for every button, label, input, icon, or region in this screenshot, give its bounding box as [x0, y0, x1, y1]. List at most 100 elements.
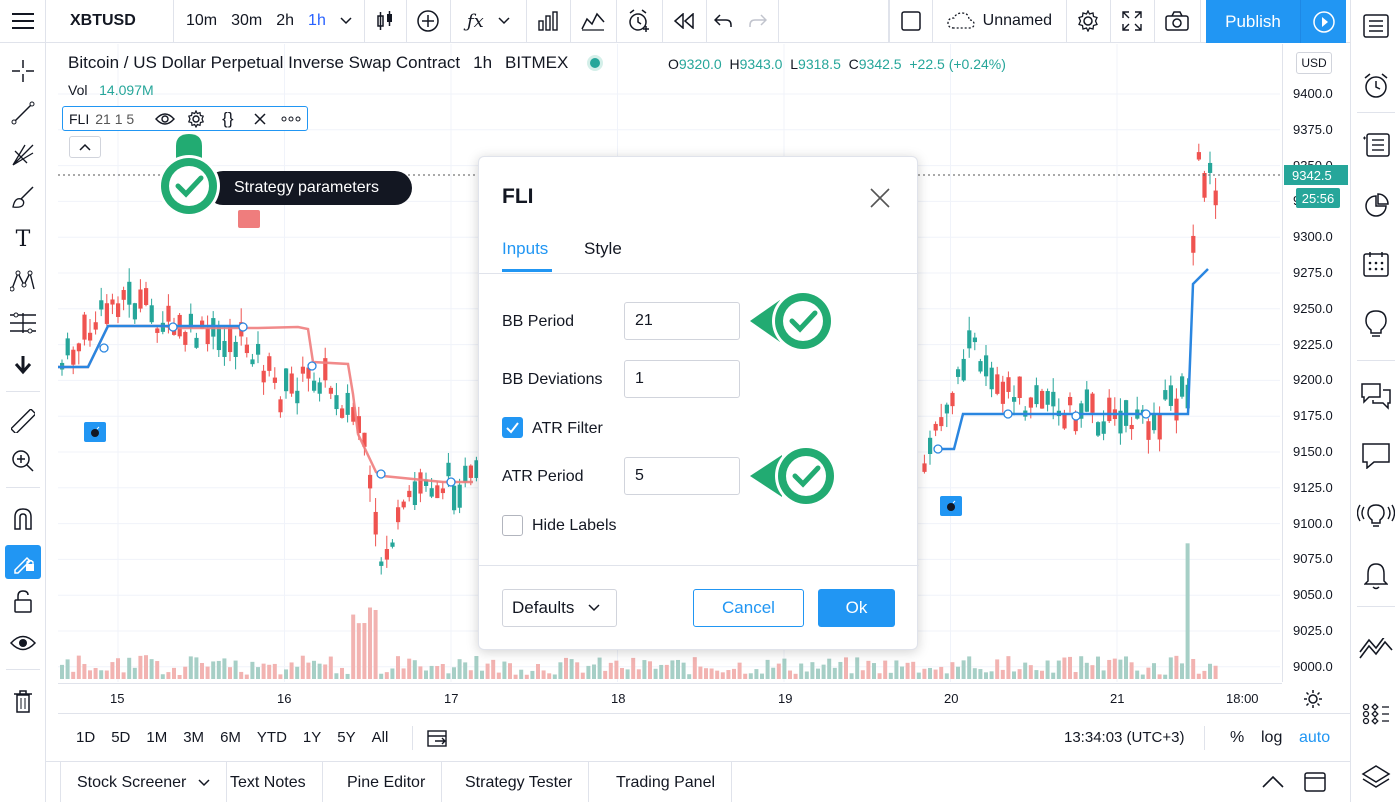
tab-pine-editor[interactable]: Pine Editor [331, 762, 443, 802]
order-panel-icon[interactable] [1351, 630, 1400, 670]
hide-labels-checkbox[interactable] [502, 515, 523, 536]
chats-icon[interactable] [1351, 376, 1400, 416]
range-all[interactable]: All [371, 729, 389, 746]
arrow-down-icon[interactable] [0, 349, 46, 381]
data-window-icon[interactable] [1351, 124, 1400, 164]
save-layout-button[interactable]: Unnamed [933, 0, 1067, 43]
gear-icon[interactable] [180, 109, 212, 128]
play-icon[interactable] [1300, 0, 1346, 43]
trash-icon[interactable] [0, 685, 46, 717]
range-1y[interactable]: 1Y [302, 729, 322, 746]
symbol-search[interactable]: XBTUSD [46, 0, 174, 43]
tab-strategy-tester[interactable]: Strategy Tester [449, 762, 590, 802]
ruler-icon[interactable] [0, 405, 46, 437]
trend-line-icon[interactable] [0, 97, 46, 129]
time-axis[interactable]: 15 16 17 18 19 20 21 18:00 [58, 683, 1282, 713]
range-3m[interactable]: 3M [183, 729, 205, 746]
range-6m[interactable]: 6M [220, 729, 241, 746]
atr-period-input[interactable]: 5 [624, 457, 740, 495]
currency-button[interactable]: USD [1296, 52, 1332, 74]
pie-chart-icon[interactable] [1351, 186, 1400, 226]
bb-period-input[interactable]: 21 [624, 302, 740, 340]
defaults-dropdown[interactable]: Defaults [502, 589, 617, 627]
tab-inputs[interactable]: Inputs [502, 239, 549, 258]
calendar-icon[interactable] [1351, 244, 1400, 284]
undo-icon[interactable] [707, 0, 739, 43]
lightbulb-icon[interactable] [1351, 304, 1400, 344]
close-icon[interactable] [868, 186, 892, 210]
crosshair-icon[interactable] [0, 55, 46, 87]
alert-clock-icon[interactable] [617, 0, 663, 43]
price-axis[interactable]: 9400.09375.09350.09325.09300.09275.09250… [1282, 44, 1348, 682]
more-icon[interactable] [275, 116, 307, 122]
ideas-stream-icon[interactable] [1351, 496, 1400, 536]
range-5d[interactable]: 5D [111, 729, 131, 746]
interval-30m[interactable]: 30m [231, 12, 263, 29]
interval-1h[interactable]: 1h [308, 12, 326, 29]
brush-icon[interactable] [0, 181, 46, 213]
tab-text-notes[interactable]: Text Notes [214, 762, 323, 802]
chart-pane[interactable] [58, 44, 1280, 682]
drag-handle-icon[interactable] [1351, 694, 1400, 734]
right-widget-bar [1350, 0, 1400, 802]
bomb-icon[interactable] [84, 422, 106, 442]
atr-filter-checkbox[interactable] [502, 417, 523, 438]
financials-icon[interactable] [527, 0, 571, 43]
range-1m[interactable]: 1M [146, 729, 168, 746]
range-5y[interactable]: 5Y [337, 729, 356, 746]
range-ytd[interactable]: YTD [256, 729, 287, 746]
gear-icon[interactable] [1302, 688, 1324, 715]
tab-trading-panel[interactable]: Trading Panel [600, 762, 733, 802]
tab-stock-screener[interactable]: Stock Screener [60, 762, 228, 802]
magnet-icon[interactable] [0, 503, 46, 535]
lock-icon[interactable] [0, 585, 46, 617]
range-1d[interactable]: 1D [76, 729, 96, 746]
study-legend-bar[interactable]: FLI 21 1 5 {} [62, 106, 308, 131]
bell-icon[interactable] [1351, 556, 1400, 596]
layers-icon[interactable] [1351, 758, 1400, 798]
source-code-icon[interactable]: {} [222, 108, 234, 128]
eye-icon[interactable] [149, 112, 181, 126]
chat-icon[interactable] [1351, 436, 1400, 476]
interval-2h[interactable]: 2h [276, 12, 295, 29]
lock-drawing-mode-icon[interactable] [5, 545, 41, 579]
bar-replay-chart-icon[interactable] [571, 0, 617, 43]
fullscreen-icon[interactable] [1111, 0, 1155, 43]
price-tick: 9025.0 [1293, 623, 1333, 638]
chevron-down-icon[interactable] [334, 12, 358, 30]
bb-deviations-input[interactable]: 1 [624, 360, 740, 398]
ok-button[interactable]: Ok [818, 589, 895, 627]
auto-toggle[interactable]: auto [1299, 728, 1331, 746]
goto-date-icon[interactable] [427, 728, 449, 748]
gear-icon[interactable] [1067, 0, 1111, 43]
clock-timezone[interactable]: 13:34:03 (UTC+3) [1064, 729, 1185, 746]
collapse-legend-button[interactable] [69, 136, 101, 158]
text-tool-icon[interactable]: T [15, 226, 31, 252]
compare-plus-icon[interactable] [407, 0, 451, 43]
candles-icon[interactable] [365, 0, 407, 43]
replay-rewind-icon[interactable] [663, 0, 707, 43]
zoom-in-icon[interactable] [0, 445, 46, 477]
chevron-up-icon[interactable] [1262, 776, 1284, 788]
cancel-button[interactable]: Cancel [693, 589, 804, 627]
menu-icon[interactable] [0, 0, 46, 43]
camera-icon[interactable] [1155, 0, 1201, 43]
indicators-button[interactable]: ƒx [451, 0, 527, 43]
interval-10m[interactable]: 10m [186, 12, 218, 29]
prediction-measure-icon[interactable] [0, 307, 46, 339]
close-icon[interactable] [244, 112, 276, 126]
maximize-panel-icon[interactable] [1304, 772, 1326, 792]
percent-toggle[interactable]: % [1230, 728, 1245, 746]
signal-marker[interactable] [238, 210, 260, 228]
log-toggle[interactable]: log [1261, 728, 1283, 746]
alarm-clock-icon[interactable] [1351, 66, 1400, 106]
redo-icon[interactable] [739, 0, 779, 43]
publish-button[interactable]: Publish [1206, 0, 1300, 43]
layout-square-icon[interactable] [888, 0, 933, 43]
watchlist-icon[interactable] [1351, 6, 1400, 46]
eye-icon[interactable] [0, 627, 46, 659]
tab-style[interactable]: Style [584, 239, 622, 258]
pattern-icon[interactable] [0, 265, 46, 297]
gann-fib-icon[interactable] [0, 139, 46, 171]
bomb-icon[interactable] [940, 496, 962, 516]
